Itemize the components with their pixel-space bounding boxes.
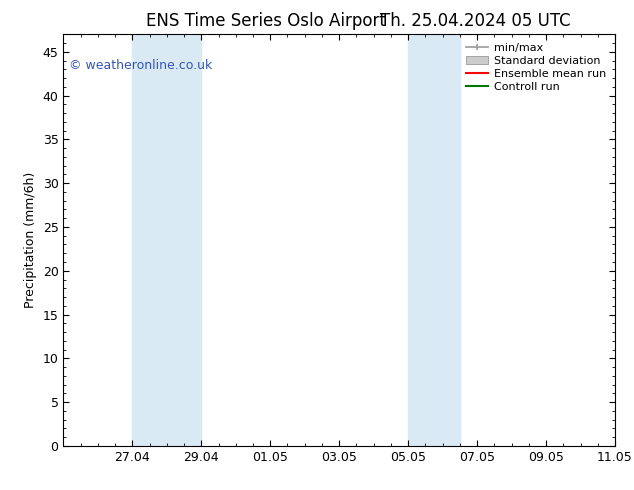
Bar — [408, 34, 460, 446]
Legend: min/max, Standard deviation, Ensemble mean run, Controll run: min/max, Standard deviation, Ensemble me… — [463, 40, 609, 95]
Text: ENS Time Series Oslo Airport: ENS Time Series Oslo Airport — [146, 12, 386, 30]
Bar — [133, 34, 202, 446]
Text: © weatheronline.co.uk: © weatheronline.co.uk — [69, 59, 212, 72]
Y-axis label: Precipitation (mm/6h): Precipitation (mm/6h) — [24, 172, 37, 308]
Text: Th. 25.04.2024 05 UTC: Th. 25.04.2024 05 UTC — [380, 12, 571, 30]
